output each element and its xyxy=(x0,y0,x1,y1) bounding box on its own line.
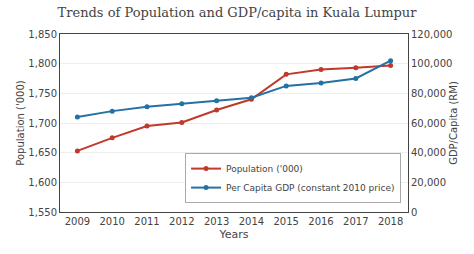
svg-text:1,650: 1,650 xyxy=(28,147,57,158)
svg-text:2015: 2015 xyxy=(273,216,298,227)
svg-text:Years: Years xyxy=(218,228,248,241)
svg-text:GDP/Capita (RM): GDP/Capita (RM) xyxy=(448,81,459,165)
svg-text:2014: 2014 xyxy=(239,216,264,227)
svg-text:100,000: 100,000 xyxy=(411,58,452,69)
svg-text:80,000: 80,000 xyxy=(411,88,446,99)
svg-text:2016: 2016 xyxy=(308,216,333,227)
svg-text:2017: 2017 xyxy=(343,216,368,227)
svg-text:1,750: 1,750 xyxy=(28,88,57,99)
svg-text:2009: 2009 xyxy=(65,216,90,227)
svg-text:2010: 2010 xyxy=(99,216,124,227)
svg-text:40,000: 40,000 xyxy=(411,147,446,158)
svg-text:0: 0 xyxy=(411,207,417,218)
svg-text:Trends of Population and GDP/c: Trends of Population and GDP/capita in K… xyxy=(58,5,418,20)
svg-text:60,000: 60,000 xyxy=(411,118,446,129)
svg-text:Population ('000): Population ('000) xyxy=(15,80,26,165)
svg-text:1,600: 1,600 xyxy=(28,177,57,188)
svg-text:2018: 2018 xyxy=(378,216,403,227)
svg-text:Population ('000): Population ('000) xyxy=(226,164,303,174)
svg-text:2013: 2013 xyxy=(204,216,229,227)
svg-text:2012: 2012 xyxy=(169,216,194,227)
svg-text:1,800: 1,800 xyxy=(28,58,57,69)
svg-text:2011: 2011 xyxy=(134,216,159,227)
svg-text:Per Capita GDP (constant 2010: Per Capita GDP (constant 2010 price) xyxy=(226,183,394,193)
svg-text:20,000: 20,000 xyxy=(411,177,446,188)
svg-text:1,850: 1,850 xyxy=(28,29,57,40)
svg-text:1,700: 1,700 xyxy=(28,118,57,129)
svg-text:120,000: 120,000 xyxy=(411,29,452,40)
svg-text:1,550: 1,550 xyxy=(28,207,57,218)
